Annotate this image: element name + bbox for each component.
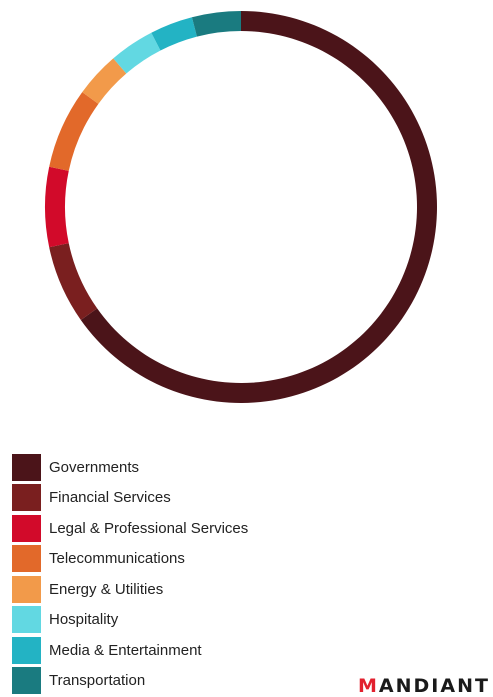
mandiant-logo: MANDIANT	[358, 675, 490, 697]
legend-item-transportation: Transportation	[12, 666, 248, 697]
legend-swatch	[12, 453, 41, 481]
legend-item-telecommunications: Telecommunications	[12, 544, 248, 575]
legend-item-legal-and-professional-services: Legal & Professional Services	[12, 513, 248, 544]
legend-label: Hospitality	[49, 611, 119, 629]
slice-transportation	[191, 11, 241, 37]
legend-label: Legal & Professional Services	[49, 519, 249, 537]
donut-chart	[45, 11, 437, 404]
legend-label: Transportation	[49, 672, 146, 690]
legend-item-financial-services: Financial Services	[12, 483, 248, 514]
legend-swatch	[12, 636, 41, 664]
chart-legend: Governments Financial Services Legal & Pro…	[12, 452, 248, 696]
legend-swatch	[12, 514, 41, 542]
legend-swatch	[12, 575, 41, 603]
legend-item-media-and-entertainment: Media & Entertainment	[12, 635, 248, 666]
slice-hospitality	[113, 32, 161, 74]
legend-item-energy-and-utilities: Energy & Utilities	[12, 574, 248, 605]
legend-item-governments: Governments	[12, 452, 248, 483]
legend-label: Governments	[49, 458, 140, 476]
legend-label: Energy & Utilities	[49, 580, 164, 598]
legend-label: Media & Entertainment	[49, 641, 202, 659]
donut-ring	[45, 11, 437, 404]
slice-media-and-entertainment	[151, 17, 197, 51]
legend-swatch	[12, 545, 41, 573]
legend-label: Financial Services	[49, 489, 171, 507]
slice-legal-and-professional-services	[45, 166, 69, 248]
legend-swatch	[12, 667, 41, 695]
legend-swatch	[12, 606, 41, 634]
legend-label: Telecommunications	[49, 550, 185, 568]
legend-item-hospitality: Hospitality	[12, 605, 248, 636]
legend-swatch	[12, 484, 41, 512]
slice-telecommunications	[49, 92, 99, 171]
slice-energy-and-utilities	[82, 58, 127, 104]
slice-governments	[80, 11, 437, 404]
logo-accent-letter: M	[358, 675, 379, 697]
logo-wordmark-rest: ANDIANT	[378, 675, 490, 697]
slice-financial-services	[49, 243, 98, 320]
